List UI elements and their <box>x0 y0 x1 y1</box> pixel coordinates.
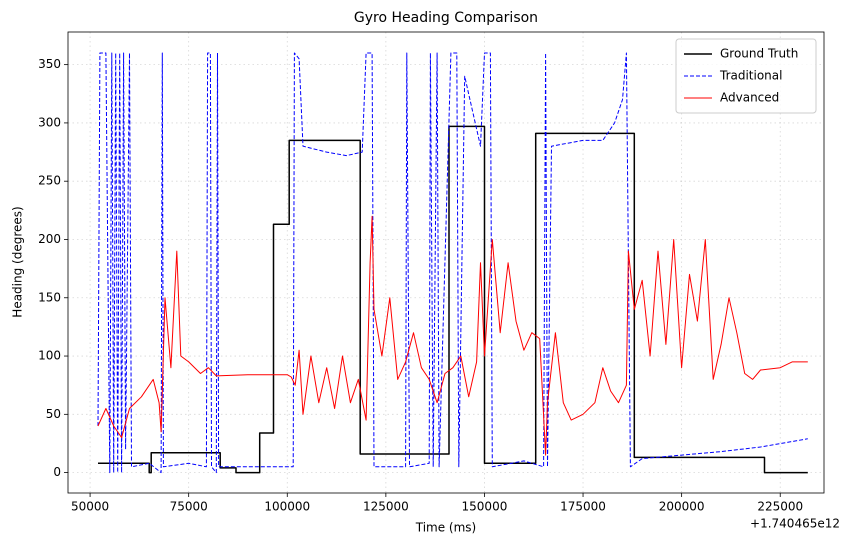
plot-frame <box>67 31 825 494</box>
legend-label: Traditional <box>719 69 782 83</box>
legend-label: Advanced <box>720 91 779 105</box>
x-tick-label: 100000 <box>264 500 310 514</box>
y-tick-label: 200 <box>38 232 61 246</box>
x-axis-label: Time (ms) <box>415 521 477 535</box>
x-tick-label: 225000 <box>757 500 803 514</box>
x-tick-label: 125000 <box>363 500 409 514</box>
y-tick-label: 250 <box>38 174 61 188</box>
y-axis-label: Heading (degrees) <box>11 206 25 317</box>
x-tick-label: 200000 <box>659 500 705 514</box>
series-line <box>98 125 808 474</box>
x-tick-label: 175000 <box>560 500 606 514</box>
x-offset-label: +1.740465e12 <box>750 517 840 531</box>
y-tick-label: 150 <box>38 290 61 304</box>
y-tick-label: 0 <box>53 465 61 479</box>
legend-label: Ground Truth <box>720 47 798 61</box>
y-tick-label: 350 <box>38 57 61 71</box>
y-tick-label: 300 <box>38 115 61 129</box>
chart-title: Gyro Heading Comparison <box>354 10 538 26</box>
y-tick-label: 100 <box>38 349 61 363</box>
y-tick-label: 50 <box>46 407 61 421</box>
legend-box <box>675 38 817 114</box>
x-tick-label: 150000 <box>462 500 508 514</box>
x-tick-label: 75000 <box>170 500 208 514</box>
series-line <box>97 215 808 456</box>
series-line <box>97 52 808 474</box>
x-tick-label: 50000 <box>71 500 109 514</box>
